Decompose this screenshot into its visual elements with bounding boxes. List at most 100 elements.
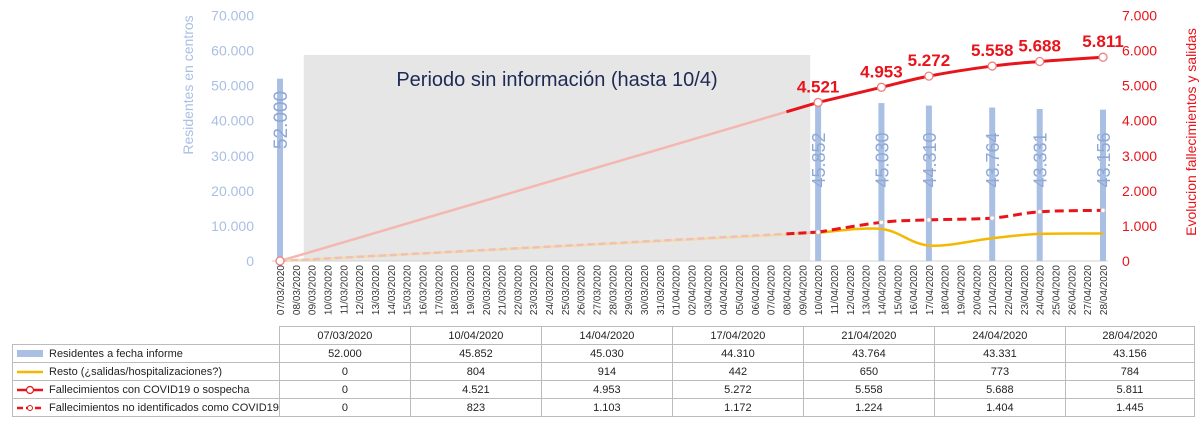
x-tick-label: 24/03/2020 bbox=[545, 265, 556, 315]
x-tick-label: 04/04/2020 bbox=[719, 265, 730, 315]
bar bbox=[925, 105, 932, 261]
y-right-tick-label: 2.000 bbox=[1122, 183, 1157, 199]
x-tick-label: 13/03/2020 bbox=[371, 265, 382, 315]
table-row-no-covid: Fallecimientos no identificados como COV… bbox=[12, 398, 1195, 417]
x-tick-label: 16/04/2020 bbox=[909, 265, 920, 315]
x-tick-label: 07/03/2020 bbox=[276, 265, 287, 315]
table-header-date: 24/04/2020 bbox=[933, 326, 1066, 345]
x-tick-label: 17/03/2020 bbox=[434, 265, 445, 315]
bar-value-label: 43.331 bbox=[1031, 132, 1051, 187]
x-tick-label: 18/03/2020 bbox=[450, 265, 461, 315]
x-tick-label: 26/03/2020 bbox=[577, 265, 588, 315]
legend-no-covid: Fallecimientos no identificados como COV… bbox=[12, 398, 280, 417]
x-tick-label: 25/04/2020 bbox=[1052, 265, 1063, 315]
bar bbox=[989, 107, 996, 261]
table-header-date: 21/04/2020 bbox=[802, 326, 935, 345]
x-tick-label: 17/04/2020 bbox=[925, 265, 936, 315]
table-header-date: 28/04/2020 bbox=[1064, 326, 1195, 345]
chart-svg: Periodo sin información (hasta 10/4) 70.… bbox=[180, 8, 1199, 316]
table-row-residentes: Residentes a fecha informe 52.000 45.852… bbox=[12, 344, 1195, 363]
no-covid-point bbox=[1100, 207, 1106, 214]
no-covid-point bbox=[1036, 209, 1043, 215]
covid-value-label: 4.953 bbox=[860, 62, 903, 81]
x-tick-label: 26/04/2020 bbox=[1067, 265, 1078, 315]
x-tick-label: 21/03/2020 bbox=[498, 265, 509, 315]
y-right-tick-label: 4.000 bbox=[1122, 113, 1157, 129]
legend-swatch-bar bbox=[17, 350, 43, 358]
covid-value-label: 5.811 bbox=[1082, 32, 1124, 51]
y-right-tick-label: 1.000 bbox=[1122, 218, 1157, 234]
x-tick-label: 03/04/2020 bbox=[703, 265, 714, 315]
table-cell: 4.953 bbox=[540, 380, 673, 399]
table-cell: 45.852 bbox=[409, 344, 542, 363]
bar bbox=[277, 78, 283, 261]
legend-swatch-dashed bbox=[17, 404, 43, 411]
table-cell: 773 bbox=[933, 362, 1066, 381]
x-tick-label: 28/04/2020 bbox=[1099, 265, 1110, 315]
y-left-tick-label: 10.000 bbox=[211, 218, 254, 234]
table-cell: 0 bbox=[278, 380, 411, 399]
x-tick-label: 22/03/2020 bbox=[513, 265, 524, 315]
y-left-tick-label: 30.000 bbox=[211, 148, 254, 164]
x-tick-label: 01/04/2020 bbox=[672, 265, 683, 315]
table-cell: 1.445 bbox=[1064, 398, 1195, 417]
y-right-tick-label: 0 bbox=[1122, 253, 1130, 269]
x-tick-label: 23/03/2020 bbox=[529, 265, 540, 315]
x-tick-label: 24/04/2020 bbox=[1036, 265, 1047, 315]
table-cell: 43.764 bbox=[802, 344, 935, 363]
covid-point bbox=[1035, 56, 1045, 67]
x-tick-label: 18/04/2020 bbox=[941, 265, 952, 315]
no-covid-point bbox=[926, 217, 932, 223]
covid-line-entry bbox=[786, 101, 819, 114]
table-cell: 5.811 bbox=[1064, 380, 1195, 399]
table-cell: 823 bbox=[409, 398, 542, 417]
y-left-tick-label: 40.000 bbox=[211, 113, 254, 129]
bar bbox=[1100, 109, 1106, 261]
legend-swatch-line-marker bbox=[17, 385, 43, 394]
table-cell: 5.688 bbox=[933, 380, 1066, 399]
table-cell: 43.331 bbox=[933, 344, 1066, 363]
x-tick-label: 27/03/2020 bbox=[593, 265, 604, 315]
y-right-tick-label: 6.000 bbox=[1122, 43, 1157, 59]
bar bbox=[815, 100, 822, 261]
legend-label: Fallecimientos con COVID19 o sospecha bbox=[49, 383, 250, 396]
bar-value-label: 45.030 bbox=[872, 132, 892, 187]
x-tick-label: 28/03/2020 bbox=[608, 265, 619, 315]
table-cell: 52.000 bbox=[278, 344, 411, 363]
table-header-date: 14/04/2020 bbox=[540, 326, 673, 345]
data-table: 07/03/2020 10/04/2020 14/04/2020 17/04/2… bbox=[12, 326, 1195, 417]
x-tick-label: 10/03/2020 bbox=[323, 265, 334, 315]
x-tick-label: 27/04/2020 bbox=[1083, 265, 1094, 315]
x-tick-label: 25/03/2020 bbox=[561, 265, 572, 315]
x-tick-label: 19/03/2020 bbox=[466, 265, 477, 315]
no-covid-line-entry bbox=[786, 230, 819, 236]
x-tick-label: 09/04/2020 bbox=[798, 265, 809, 315]
x-tick-label: 20/03/2020 bbox=[482, 265, 493, 315]
x-tick-label: 12/03/2020 bbox=[355, 265, 366, 315]
x-tick-label: 12/04/2020 bbox=[846, 265, 857, 315]
x-tick-label: 20/04/2020 bbox=[972, 265, 983, 315]
x-tick-label: 07/04/2020 bbox=[767, 265, 778, 315]
x-tick-label: 21/04/2020 bbox=[988, 265, 999, 315]
x-tick-label: 16/03/2020 bbox=[418, 265, 429, 315]
y-right-tick-label: 7.000 bbox=[1122, 8, 1157, 24]
x-tick-label: 10/04/2020 bbox=[814, 265, 825, 315]
y-left-tick-label: 20.000 bbox=[211, 183, 254, 199]
no-covid-point bbox=[878, 219, 885, 226]
table-cell: 804 bbox=[409, 362, 542, 381]
table-header-row: 07/03/2020 10/04/2020 14/04/2020 17/04/2… bbox=[13, 326, 1195, 345]
covid-value-label: 5.688 bbox=[1018, 37, 1061, 56]
x-tick-label: 14/04/2020 bbox=[877, 265, 888, 315]
x-tick-label: 02/04/2020 bbox=[688, 265, 699, 315]
legend-covid: Fallecimientos con COVID19 o sospecha bbox=[12, 380, 280, 399]
no-covid-line-interpolated bbox=[279, 230, 819, 263]
legend-swatch-line bbox=[17, 370, 43, 373]
table-cell: 442 bbox=[671, 362, 804, 381]
y-left-tick-label: 60.000 bbox=[211, 43, 254, 59]
x-tick-label: 19/04/2020 bbox=[957, 265, 968, 315]
x-tick-label: 08/03/2020 bbox=[292, 265, 303, 315]
bar bbox=[878, 103, 885, 261]
bar-value-label: 43.156 bbox=[1094, 132, 1114, 187]
y-left-axis-title: Residentes en centros bbox=[180, 15, 196, 154]
y-left-tick-label: 70.000 bbox=[211, 8, 254, 24]
